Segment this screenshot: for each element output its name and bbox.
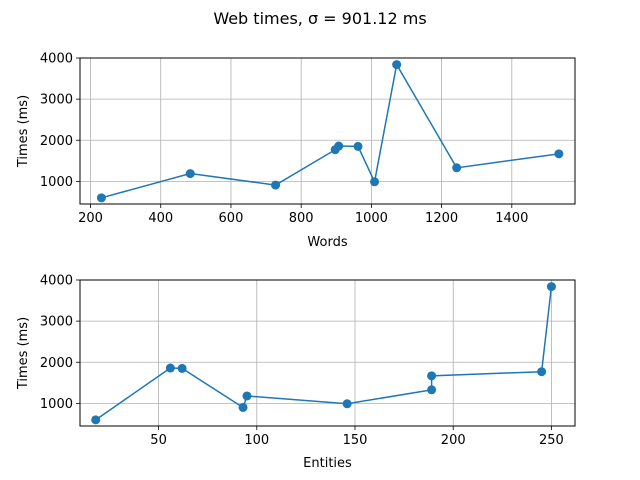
words-data-point [96, 193, 106, 203]
words-x-tick-label: 200 [78, 211, 103, 226]
words-data-point [452, 163, 462, 173]
words-x-tick-label: 1000 [355, 211, 388, 226]
words-y-tick-label: 4000 [40, 52, 73, 67]
entities-y-tick-label: 4000 [40, 274, 73, 289]
entities-data-point [427, 371, 437, 381]
words-x-axis-label: Words [307, 235, 347, 250]
words-x-tick-label: 400 [148, 211, 173, 226]
entities-x-tick-label: 250 [539, 433, 564, 448]
entities-data-point [427, 385, 437, 395]
words-data-point [271, 180, 281, 190]
words-subplot: Words Times (ms) 200 400 600 800 1000 1200 140… [16, 52, 576, 250]
words-data-point [554, 149, 564, 159]
entities-x-axis-label: Entities [303, 456, 352, 471]
entities-data-point [537, 367, 547, 377]
words-x-tick-label: 1200 [425, 211, 458, 226]
entities-x-tick-label: 50 [150, 433, 167, 448]
words-x-tick-label: 800 [289, 211, 314, 226]
figure-title: Web times, σ = 901.12 ms [213, 9, 426, 28]
words-y-tick-label: 3000 [40, 93, 73, 108]
entities-data-point [91, 415, 101, 425]
entities-axes-frame [79, 279, 576, 427]
entities-data-point [342, 399, 352, 409]
entities-y-tick-label: 1000 [40, 397, 73, 412]
entities-subplot: Entities Times (ms) 50 100 150 200 250 1000 20… [16, 274, 576, 471]
words-series-line [101, 62, 559, 199]
entities-x-tick-label: 150 [343, 433, 368, 448]
words-x-tick-label: 600 [219, 211, 244, 226]
words-data-point [370, 177, 380, 187]
entities-series-line [95, 286, 553, 421]
words-data-point [185, 169, 195, 179]
words-axes-frame [79, 57, 576, 205]
entities-y-tick-label: 3000 [40, 315, 73, 330]
entities-data-point [177, 363, 187, 373]
entities-data-point [238, 402, 248, 412]
words-data-point [392, 60, 402, 70]
words-y-axis-label: Times (ms) [16, 95, 31, 168]
words-data-point [353, 141, 363, 151]
words-x-tick-label: 1400 [495, 211, 528, 226]
entities-x-tick-label: 100 [244, 433, 269, 448]
entities-x-tick-label: 200 [441, 433, 466, 448]
entities-data-point [242, 391, 252, 401]
words-y-tick-label: 1000 [40, 175, 73, 190]
entities-y-axis-label: Times (ms) [16, 317, 31, 390]
words-y-tick-label: 2000 [40, 134, 73, 149]
entities-data-point [165, 363, 175, 373]
words-data-point [334, 141, 344, 151]
entities-data-point [546, 282, 556, 292]
entities-y-tick-label: 2000 [40, 356, 73, 371]
